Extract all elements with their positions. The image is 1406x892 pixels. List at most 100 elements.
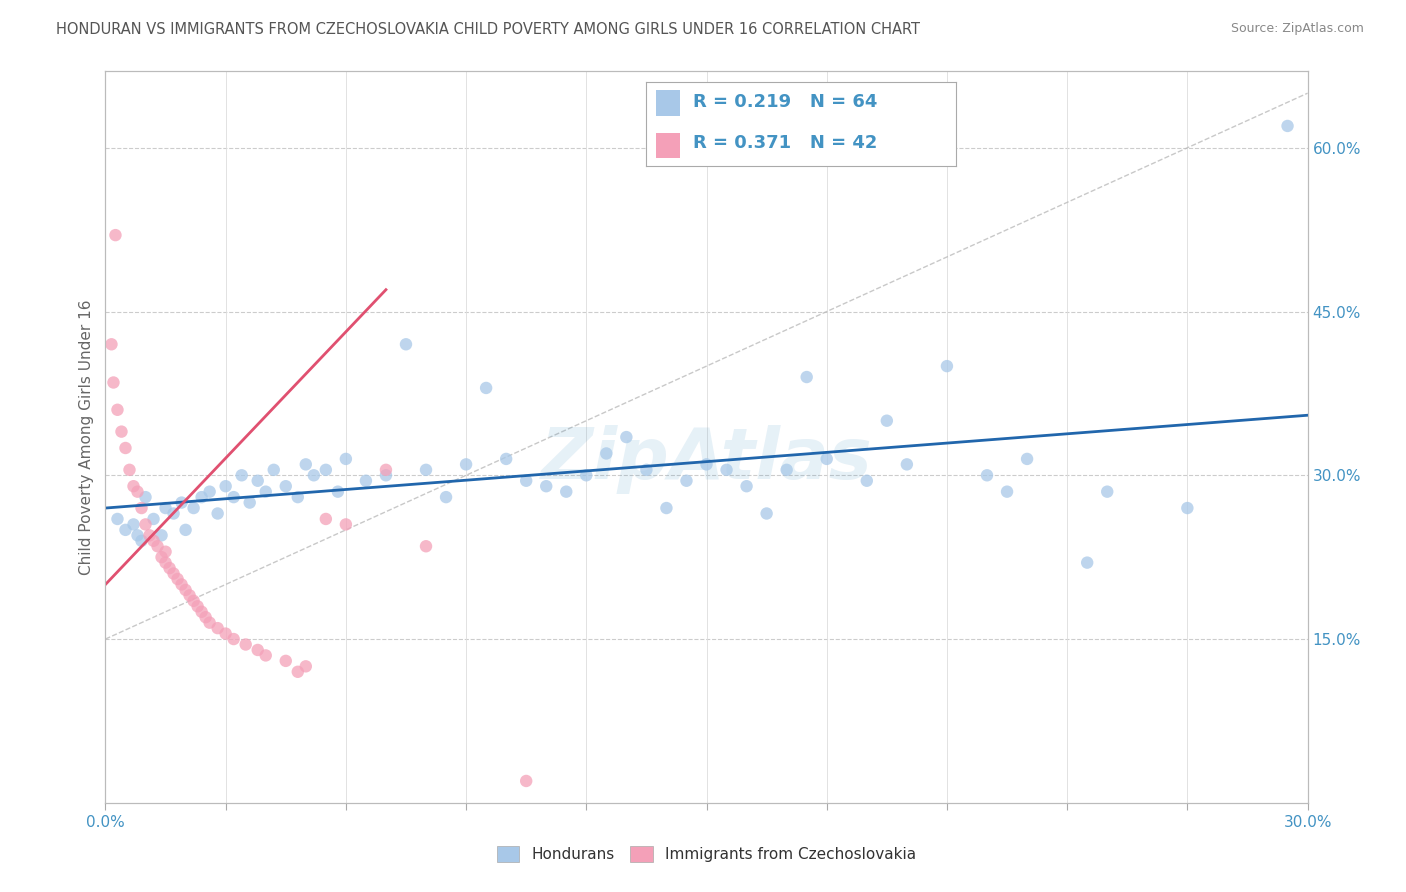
Point — [456, 458, 478, 472]
Point — [716, 463, 738, 477]
Point — [936, 359, 959, 373]
Point — [254, 648, 277, 663]
Point — [315, 463, 337, 477]
Point — [239, 495, 262, 509]
Point — [735, 479, 758, 493]
Point — [274, 654, 297, 668]
Point — [1076, 556, 1098, 570]
Point — [855, 474, 877, 488]
Point — [415, 463, 437, 477]
Point — [207, 507, 229, 521]
Point — [1277, 119, 1299, 133]
Point — [183, 501, 205, 516]
Point — [1175, 501, 1198, 516]
Point — [287, 490, 309, 504]
Point — [135, 517, 157, 532]
Point — [142, 533, 165, 548]
Point — [274, 479, 297, 493]
Point — [235, 638, 257, 652]
Point — [515, 774, 537, 789]
Point — [335, 451, 357, 466]
Point — [114, 523, 136, 537]
Point — [335, 517, 357, 532]
Bar — [655, 90, 681, 116]
Point — [776, 463, 799, 477]
Point — [122, 517, 145, 532]
Point — [434, 490, 457, 504]
Point — [575, 468, 598, 483]
Point — [155, 545, 177, 559]
Point — [295, 458, 318, 472]
Point — [515, 474, 537, 488]
Point — [118, 463, 141, 477]
Point — [150, 528, 173, 542]
Point — [166, 572, 188, 586]
Point — [107, 512, 129, 526]
Point — [636, 463, 658, 477]
Point — [374, 468, 398, 483]
Point — [127, 528, 149, 542]
Point — [179, 588, 201, 602]
Point — [876, 414, 898, 428]
Point — [198, 484, 221, 499]
Point — [495, 451, 517, 466]
Point — [315, 512, 337, 526]
Point — [155, 501, 177, 516]
Point — [222, 490, 245, 504]
Point — [555, 484, 578, 499]
Point — [263, 463, 285, 477]
Point — [534, 479, 557, 493]
Point — [142, 512, 165, 526]
Point — [170, 577, 193, 591]
Point — [135, 490, 157, 504]
Point — [127, 484, 149, 499]
Point — [187, 599, 209, 614]
Point — [374, 463, 398, 477]
Point — [103, 376, 125, 390]
Point — [190, 490, 212, 504]
Y-axis label: Child Poverty Among Girls Under 16: Child Poverty Among Girls Under 16 — [79, 300, 94, 574]
Point — [107, 402, 129, 417]
Bar — [655, 133, 681, 158]
Point — [114, 441, 136, 455]
Point — [1097, 484, 1119, 499]
Point — [159, 561, 181, 575]
Point — [214, 626, 236, 640]
Text: R = 0.371   N = 42: R = 0.371 N = 42 — [693, 134, 877, 152]
Point — [415, 539, 437, 553]
Point — [696, 458, 718, 472]
Point — [246, 474, 269, 488]
Point — [174, 582, 197, 597]
Point — [131, 501, 153, 516]
Point — [1015, 451, 1038, 466]
Point — [475, 381, 498, 395]
Point — [354, 474, 377, 488]
Point — [815, 451, 838, 466]
Point — [110, 425, 132, 439]
Point — [302, 468, 325, 483]
Point — [138, 528, 160, 542]
Text: R = 0.219   N = 64: R = 0.219 N = 64 — [693, 93, 877, 111]
Point — [131, 533, 153, 548]
Point — [104, 228, 127, 243]
Legend: Hondurans, Immigrants from Czechoslovakia: Hondurans, Immigrants from Czechoslovaki… — [491, 840, 922, 868]
Point — [174, 523, 197, 537]
Point — [100, 337, 122, 351]
Point — [287, 665, 309, 679]
Point — [995, 484, 1018, 499]
Point — [395, 337, 418, 351]
Point — [222, 632, 245, 646]
Point — [675, 474, 697, 488]
Point — [231, 468, 253, 483]
Point — [326, 484, 349, 499]
Point — [295, 659, 318, 673]
Point — [183, 594, 205, 608]
Point — [162, 566, 184, 581]
Point — [122, 479, 145, 493]
Point — [170, 495, 193, 509]
Text: Source: ZipAtlas.com: Source: ZipAtlas.com — [1230, 22, 1364, 36]
Point — [214, 479, 236, 493]
Text: ZipAtlas: ZipAtlas — [541, 425, 872, 493]
Text: HONDURAN VS IMMIGRANTS FROM CZECHOSLOVAKIA CHILD POVERTY AMONG GIRLS UNDER 16 CO: HONDURAN VS IMMIGRANTS FROM CZECHOSLOVAK… — [56, 22, 921, 37]
Point — [198, 615, 221, 630]
